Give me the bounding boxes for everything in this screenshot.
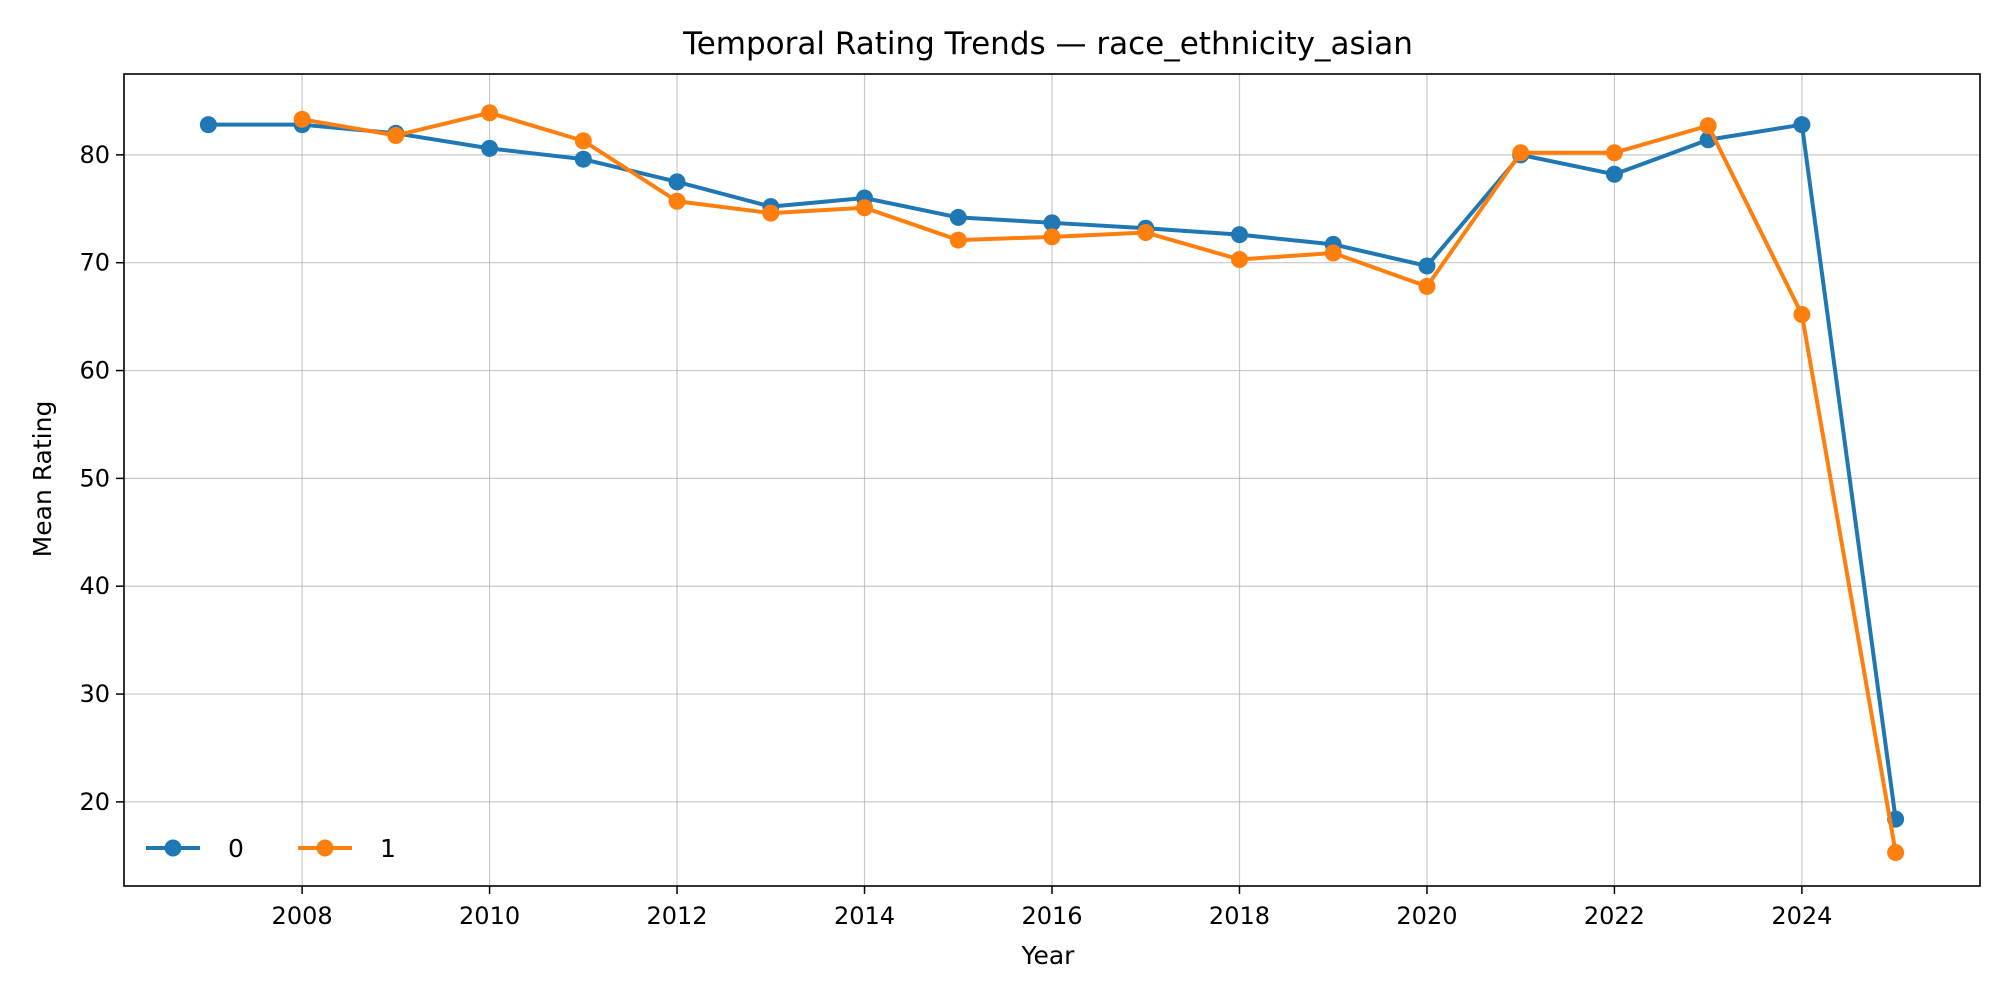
y-tick-label: 50: [79, 464, 110, 492]
series-1-point: [1699, 117, 1717, 135]
series-1-point: [1043, 228, 1061, 246]
series-1-point: [387, 126, 405, 144]
series-1-point: [1137, 224, 1155, 242]
x-axis-label: Year: [1021, 941, 1076, 970]
y-axis-label: Mean Rating: [28, 401, 57, 558]
x-tick-label: 2020: [1396, 902, 1457, 930]
x-tick-label: 2016: [1021, 902, 1082, 930]
axes: 2008 2010 2012 2014 2016 2018 2020 2022 2024 20 30…: [79, 73, 1981, 930]
y-tick-label: 70: [79, 249, 110, 277]
series-1-point: [1324, 244, 1342, 262]
y-tick-label: 30: [79, 680, 110, 708]
plot-frame: [123, 73, 1981, 887]
series-0-point: [481, 139, 499, 157]
series-1-point: [1418, 277, 1436, 295]
legend-item-0: 0: [146, 834, 244, 863]
series-1-point: [293, 110, 311, 128]
series-0-point: [1230, 226, 1248, 244]
series-1-point: [481, 104, 499, 122]
x-tick-label: 2012: [647, 902, 708, 930]
series-0-point: [1043, 214, 1061, 232]
x-tick-label: 2008: [272, 902, 333, 930]
legend-marker-0: [164, 839, 182, 857]
series-1-point: [1230, 250, 1248, 268]
series-1-point: [1512, 144, 1530, 162]
series-0-point: [1418, 257, 1436, 275]
chart-title: Temporal Rating Trends — race_ethnicity_…: [682, 26, 1413, 62]
series-1-point: [856, 199, 874, 217]
x-tick-label: 2022: [1584, 902, 1645, 930]
legend-label-1: 1: [380, 834, 396, 863]
series-lines: [199, 104, 1905, 862]
series-0-point: [574, 150, 592, 168]
y-tick-label: 80: [79, 141, 110, 169]
legend-label-0: 0: [228, 834, 244, 863]
series-0-point: [949, 208, 967, 226]
series-1-line: [300, 110, 1898, 855]
x-tick-label: 2024: [1771, 902, 1832, 930]
x-tick-label: 2010: [459, 902, 520, 930]
series-1-point: [762, 204, 780, 222]
x-tick-label: 2018: [1209, 902, 1270, 930]
y-tick-label: 60: [79, 357, 110, 385]
series-1-point: [574, 132, 592, 150]
y-tick-label: 20: [79, 788, 110, 816]
series-1-point: [1605, 144, 1623, 162]
series-0-point: [1605, 165, 1623, 183]
legend-marker-1: [316, 839, 334, 857]
y-tick-label: 40: [79, 572, 110, 600]
x-tick-label: 2014: [834, 902, 895, 930]
series-0-point: [668, 173, 686, 191]
series-1-point: [949, 231, 967, 249]
legend-item-1: 1: [298, 834, 396, 863]
series-1-point: [1887, 844, 1905, 862]
series-0-point: [199, 116, 217, 134]
series-0-point: [1793, 116, 1811, 134]
series-1-point: [1793, 305, 1811, 323]
series-1-point: [668, 192, 686, 210]
